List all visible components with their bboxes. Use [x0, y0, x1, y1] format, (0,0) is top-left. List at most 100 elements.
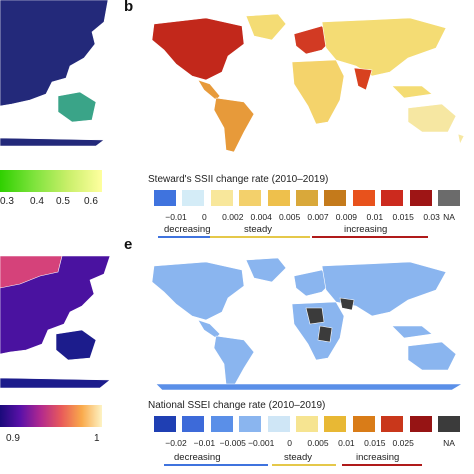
panel-e-swatch: [182, 416, 205, 432]
panel-e-trend-steady: steady: [284, 452, 312, 463]
panel-e-swatch: [381, 416, 404, 432]
panel-b-trend-decreasing: decreasing: [164, 224, 211, 235]
panel-b-africa: [291, 59, 345, 125]
left-bottom-colorbar: [0, 405, 102, 427]
panel-b-trend-line-steady: [210, 236, 310, 238]
panel-b-trend-line-increasing: [312, 236, 428, 238]
panel-e-swatch: [239, 416, 262, 432]
panel-b-trend-steady: steady: [244, 224, 272, 235]
panel-b-legend-swatches: [154, 190, 474, 208]
panel-b-swatch: [267, 190, 290, 206]
panel-e-tick-label: −0.005: [219, 438, 246, 448]
panel-b-swatch: [182, 190, 205, 206]
left-top-landmass: [0, 0, 109, 107]
left-top-tick-3: 0.5: [56, 196, 70, 207]
panel-b-legend-title: Steward's SSII change rate (2010–2019): [148, 174, 329, 185]
panel-e-legend-swatches: [154, 416, 474, 434]
panel-e-central-america: [197, 319, 221, 339]
panel-e-trend-decreasing: decreasing: [174, 452, 221, 463]
panel-e-australia: [407, 341, 457, 371]
panel-e-swatch: [438, 416, 460, 432]
panel-e-africa: [291, 301, 345, 361]
panel-e-south-america: [213, 335, 255, 387]
panel-b-world-map: [151, 13, 465, 153]
panel-e-africa-na-patch-2: [317, 325, 333, 343]
panel-b-tick-label: 0.009: [335, 212, 358, 222]
panel-b-swatch: [239, 190, 262, 206]
panel-b-swatch: [352, 190, 375, 206]
panel-e-swatch: [154, 416, 176, 432]
panel-b-north-america: [151, 17, 245, 81]
panel-e-swatch: [324, 416, 347, 432]
panel-b-asia: [321, 17, 447, 77]
left-top-oceania: [57, 91, 97, 123]
panel-b-tick-label: −0.01: [165, 212, 187, 222]
panel-b-se-asia: [391, 85, 433, 99]
panel-b-australia: [407, 103, 457, 133]
panel-b-india: [353, 67, 373, 91]
panel-e-greenland: [245, 257, 287, 283]
panel-b-swatch: [324, 190, 347, 206]
panel-e-swatch: [296, 416, 318, 432]
panel-b-legend-ticks: −0.01 0 0.002 0.004 0.005 0.007 0.009 0.01 0.015…: [154, 212, 474, 224]
panel-b-new-zealand: [457, 133, 465, 145]
panel-b-europe: [293, 25, 333, 55]
left-bottom-oceania: [55, 329, 97, 361]
left-bottom-tick-2: 1: [94, 433, 100, 444]
panel-e-trend-line-decreasing: [164, 464, 268, 466]
panel-letter-e: e: [124, 236, 133, 253]
panel-b-swatch: [438, 190, 460, 206]
panel-b-greenland: [245, 13, 287, 41]
panel-b-tick-label: 0.002: [222, 212, 244, 222]
panel-e-swatch: [267, 416, 290, 432]
panel-e-tick-label: −0.01: [193, 438, 216, 448]
panel-e-tick-label: 0.025: [392, 438, 414, 448]
panel-e-legend-title: National SSEI change rate (2010–2019): [148, 400, 326, 411]
left-top-colorbar: [0, 170, 102, 192]
panel-e-antarctica: [155, 383, 464, 391]
left-top-tick-4: 0.6: [84, 196, 98, 207]
panel-e-asia: [321, 261, 447, 317]
panel-b-swatch: [409, 190, 432, 206]
panel-e-swatch: [409, 416, 432, 432]
panel-e-africa-na-patch-1: [305, 307, 325, 325]
panel-b-swatch: [154, 190, 176, 206]
panel-b-tick-label: 0.004: [250, 212, 272, 222]
panel-b-swatch: [210, 190, 233, 206]
panel-e-middle-east-patch: [339, 297, 355, 311]
panel-b-swatch: [296, 190, 318, 206]
panel-e-tick-label: 0: [287, 438, 292, 448]
panel-b-central-america: [197, 79, 221, 101]
panel-b-south-america: [213, 97, 255, 153]
panel-e-swatch: [210, 416, 233, 432]
panel-e-north-america: [151, 261, 245, 321]
panel-b-tick-label: 0.007: [307, 212, 329, 222]
left-bottom-tick-1: 0.9: [6, 433, 20, 444]
panel-e-tick-label: 0.005: [307, 438, 329, 448]
panel-b-tick-label: 0.015: [392, 212, 414, 222]
panel-e-se-asia: [391, 325, 433, 339]
panel-e-world-map: [151, 257, 464, 391]
panel-b-tick-label: 0: [202, 212, 207, 222]
panel-e-tick-label: 0.015: [364, 438, 386, 448]
panel-e-trend-increasing: increasing: [356, 452, 400, 463]
panel-e-legend-ticks: −0.02 −0.01 −0.005 −0.001 0 0.005 0.01 0.015 0.0…: [154, 438, 474, 450]
panel-e-trend-line-increasing: [342, 464, 422, 466]
panel-b-swatch: [381, 190, 404, 206]
left-top-antarctica-strip: [0, 137, 105, 147]
panel-e-tick-label: NA: [443, 438, 455, 448]
panel-e-europe: [293, 269, 333, 297]
panel-b-tick-label: 0.01: [366, 212, 384, 222]
panel-b-tick-label: 0.005: [278, 212, 301, 222]
left-bottom-europe: [0, 255, 63, 289]
left-bottom-antarctica-strip: [0, 377, 111, 389]
panel-b-trend-line-decreasing: [158, 236, 232, 238]
panel-b-trend-increasing: increasing: [344, 224, 388, 235]
left-top-tick-1: 0.3: [0, 196, 14, 207]
panel-letter-b: b: [124, 0, 134, 15]
panel-b-tick-label: 0.03: [423, 212, 440, 222]
left-bottom-map: [0, 255, 111, 389]
left-top-tick-2: 0.4: [30, 196, 44, 207]
panel-e-tick-label: 0.01: [338, 438, 355, 448]
panel-e-swatch: [352, 416, 375, 432]
